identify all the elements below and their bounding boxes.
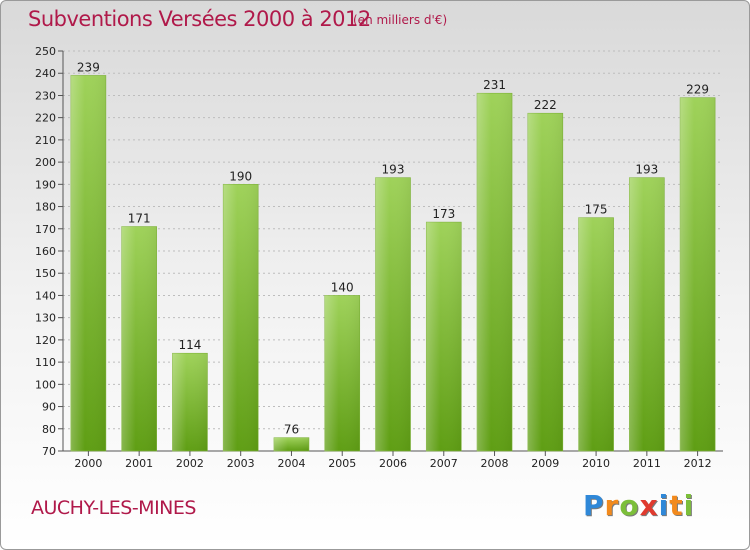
y-tick-label: 130 [35, 312, 56, 325]
logo-letter: o [619, 489, 640, 522]
data-label: 173 [432, 207, 455, 221]
x-tick-label: 2007 [430, 457, 458, 470]
data-label: 193 [382, 163, 405, 177]
data-label: 171 [128, 212, 151, 226]
data-label: 76 [284, 423, 299, 437]
y-tick-label: 170 [35, 223, 56, 236]
bar-shine [527, 113, 563, 451]
bar-shine [578, 217, 614, 451]
x-tick-label: 2004 [277, 457, 305, 470]
y-tick-label: 200 [35, 156, 56, 169]
x-tick-label: 2005 [328, 457, 356, 470]
y-tick-label: 220 [35, 112, 56, 125]
x-tick-label: 2010 [582, 457, 610, 470]
bar-shine [375, 177, 411, 451]
data-label: 193 [635, 163, 658, 177]
y-tick-label: 230 [35, 89, 56, 102]
logo-letter: t [669, 489, 684, 522]
y-tick-label: 100 [35, 378, 56, 391]
y-tick-label: 190 [35, 178, 56, 191]
x-tick-label: 2003 [227, 457, 255, 470]
x-tick-label: 2001 [125, 457, 153, 470]
logo-letter: x [639, 489, 659, 522]
y-tick-label: 210 [35, 134, 56, 147]
logo-letter: i [683, 489, 695, 522]
x-tick-label: 2000 [74, 457, 102, 470]
data-label: 222 [534, 98, 557, 112]
bar-shine [426, 222, 462, 451]
y-tick-label: 250 [35, 45, 56, 58]
data-label: 239 [77, 60, 100, 74]
x-tick-label: 2012 [684, 457, 712, 470]
bar-shine [223, 184, 259, 452]
y-tick-label: 90 [42, 401, 56, 414]
y-tick-label: 180 [35, 201, 56, 214]
y-tick-label: 120 [35, 334, 56, 347]
logo-letter: r [604, 489, 620, 522]
x-tick-label: 2008 [481, 457, 509, 470]
data-label: 140 [331, 280, 354, 294]
bar-shine [680, 97, 716, 452]
place-name: AUCHY-LES-MINES [31, 497, 196, 519]
proxiti-logo: Proxiti [583, 489, 694, 522]
bar-shine [324, 295, 360, 451]
data-label: 175 [585, 203, 608, 217]
chart-title: Subventions Versées 2000 à 2012 [28, 7, 371, 31]
logo-letter: i [658, 489, 670, 522]
x-tick-label: 2011 [633, 457, 661, 470]
bar-shine [70, 75, 106, 451]
y-tick-label: 140 [35, 289, 56, 302]
y-tick-label: 110 [35, 356, 56, 369]
x-tick-label: 2006 [379, 457, 407, 470]
y-tick-label: 80 [42, 423, 56, 436]
data-label: 190 [229, 169, 252, 183]
data-label: 231 [483, 78, 506, 92]
x-tick-label: 2009 [531, 457, 559, 470]
y-tick-label: 240 [35, 67, 56, 80]
logo-letter: P [583, 489, 605, 522]
y-tick-label: 160 [35, 245, 56, 258]
data-label: 229 [686, 83, 709, 97]
bar-shine [629, 177, 665, 451]
x-tick-label: 2002 [176, 457, 204, 470]
bar-shine [477, 93, 513, 451]
bar-shine [121, 226, 157, 451]
bar-shine [273, 437, 309, 451]
chart-unit: (en milliers d'€) [353, 13, 448, 27]
y-tick-label: 150 [35, 267, 56, 280]
data-label: 114 [178, 338, 201, 352]
bar-shine [172, 353, 208, 451]
y-tick-label: 70 [42, 445, 56, 458]
